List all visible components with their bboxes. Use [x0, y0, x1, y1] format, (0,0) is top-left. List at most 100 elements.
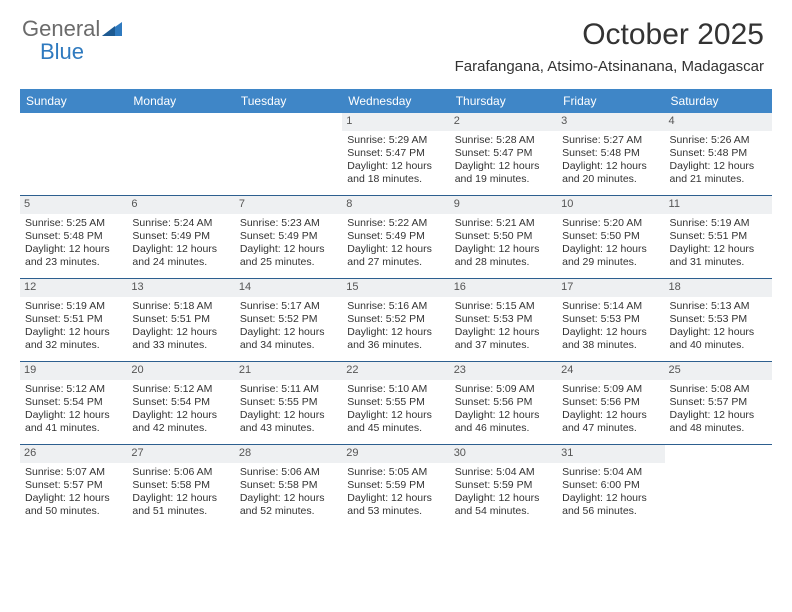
calendar-week: 19Sunrise: 5:12 AMSunset: 5:54 PMDayligh…: [20, 362, 772, 445]
day-number: 6: [127, 196, 234, 214]
header: General Blue October 2025 Farafangana, A…: [0, 0, 792, 81]
sunset-line: Sunset: 5:50 PM: [562, 230, 660, 243]
calendar-day: 22Sunrise: 5:10 AMSunset: 5:55 PMDayligh…: [342, 362, 449, 444]
calendar-day: 3Sunrise: 5:27 AMSunset: 5:48 PMDaylight…: [557, 113, 664, 195]
sunrise-line: Sunrise: 5:19 AM: [25, 300, 123, 313]
day-number: 28: [235, 445, 342, 463]
daylight-line-2: and 47 minutes.: [562, 422, 660, 435]
daylight-line-1: Daylight: 12 hours: [132, 409, 230, 422]
sunrise-line: Sunrise: 5:22 AM: [347, 217, 445, 230]
daylight-line-2: and 56 minutes.: [562, 505, 660, 518]
day-info: Sunrise: 5:04 AMSunset: 5:59 PMDaylight:…: [454, 466, 553, 519]
day-number: 1: [342, 113, 449, 131]
sunset-line: Sunset: 5:51 PM: [132, 313, 230, 326]
sunrise-line: Sunrise: 5:25 AM: [25, 217, 123, 230]
calendar-day: 1Sunrise: 5:29 AMSunset: 5:47 PMDaylight…: [342, 113, 449, 195]
weekday-header: Friday: [557, 89, 664, 113]
daylight-line-1: Daylight: 12 hours: [562, 243, 660, 256]
day-info: Sunrise: 5:23 AMSunset: 5:49 PMDaylight:…: [239, 217, 338, 270]
month-title: October 2025: [455, 18, 764, 52]
title-block: October 2025 Farafangana, Atsimo-Atsinan…: [455, 18, 764, 75]
calendar-day: 25Sunrise: 5:08 AMSunset: 5:57 PMDayligh…: [665, 362, 772, 444]
daylight-line-1: Daylight: 12 hours: [562, 326, 660, 339]
location: Farafangana, Atsimo-Atsinanana, Madagasc…: [455, 58, 764, 75]
calendar: SundayMondayTuesdayWednesdayThursdayFrid…: [20, 89, 772, 527]
day-number: 7: [235, 196, 342, 214]
sunrise-line: Sunrise: 5:20 AM: [562, 217, 660, 230]
calendar-week: 5Sunrise: 5:25 AMSunset: 5:48 PMDaylight…: [20, 196, 772, 279]
daylight-line-1: Daylight: 12 hours: [562, 492, 660, 505]
day-number: 9: [450, 196, 557, 214]
daylight-line-1: Daylight: 12 hours: [25, 409, 123, 422]
day-number: 24: [557, 362, 664, 380]
sunrise-line: Sunrise: 5:16 AM: [347, 300, 445, 313]
sunset-line: Sunset: 5:47 PM: [347, 147, 445, 160]
day-info: Sunrise: 5:16 AMSunset: 5:52 PMDaylight:…: [346, 300, 445, 353]
calendar-day: 23Sunrise: 5:09 AMSunset: 5:56 PMDayligh…: [450, 362, 557, 444]
day-info: Sunrise: 5:11 AMSunset: 5:55 PMDaylight:…: [239, 383, 338, 436]
sunset-line: Sunset: 5:58 PM: [132, 479, 230, 492]
calendar-day: [665, 445, 772, 527]
weekday-header: Wednesday: [342, 89, 449, 113]
calendar-day: 28Sunrise: 5:06 AMSunset: 5:58 PMDayligh…: [235, 445, 342, 527]
calendar-day: 27Sunrise: 5:06 AMSunset: 5:58 PMDayligh…: [127, 445, 234, 527]
day-number: 17: [557, 279, 664, 297]
sunset-line: Sunset: 5:54 PM: [25, 396, 123, 409]
daylight-line-2: and 54 minutes.: [455, 505, 553, 518]
daylight-line-2: and 25 minutes.: [240, 256, 338, 269]
daylight-line-1: Daylight: 12 hours: [25, 492, 123, 505]
calendar-day: 24Sunrise: 5:09 AMSunset: 5:56 PMDayligh…: [557, 362, 664, 444]
day-info: Sunrise: 5:04 AMSunset: 6:00 PMDaylight:…: [561, 466, 660, 519]
day-number: 2: [450, 113, 557, 131]
daylight-line-2: and 41 minutes.: [25, 422, 123, 435]
calendar-day: 19Sunrise: 5:12 AMSunset: 5:54 PMDayligh…: [20, 362, 127, 444]
calendar-day: [235, 113, 342, 195]
day-number: 5: [20, 196, 127, 214]
day-info: Sunrise: 5:17 AMSunset: 5:52 PMDaylight:…: [239, 300, 338, 353]
calendar-day: 30 Sunrise: 5:04 AMSunset: 5:59 PMDayligh…: [450, 445, 557, 527]
sunrise-line: Sunrise: 5:06 AM: [240, 466, 338, 479]
sunset-line: Sunset: 5:47 PM: [455, 147, 553, 160]
daylight-line-2: and 51 minutes.: [132, 505, 230, 518]
daylight-line-1: Daylight: 12 hours: [25, 326, 123, 339]
sunset-line: Sunset: 5:48 PM: [562, 147, 660, 160]
day-number: 18: [665, 279, 772, 297]
daylight-line-1: Daylight: 12 hours: [347, 409, 445, 422]
calendar-week: 1Sunrise: 5:29 AMSunset: 5:47 PMDaylight…: [20, 113, 772, 196]
sunrise-line: Sunrise: 5:28 AM: [455, 134, 553, 147]
sunrise-line: Sunrise: 5:09 AM: [562, 383, 660, 396]
day-info: Sunrise: 5:14 AMSunset: 5:53 PMDaylight:…: [561, 300, 660, 353]
daylight-line-1: Daylight: 12 hours: [455, 409, 553, 422]
brand-name-2: Blue: [40, 39, 84, 64]
sunset-line: Sunset: 5:56 PM: [455, 396, 553, 409]
day-info: Sunrise: 5:15 AMSunset: 5:53 PMDaylight:…: [454, 300, 553, 353]
day-info: Sunrise: 5:21 AMSunset: 5:50 PMDaylight:…: [454, 217, 553, 270]
calendar-day: 4Sunrise: 5:26 AMSunset: 5:48 PMDaylight…: [665, 113, 772, 195]
sunset-line: Sunset: 5:50 PM: [455, 230, 553, 243]
calendar-day: 9 Sunrise: 5:21 AMSunset: 5:50 PMDaylight…: [450, 196, 557, 278]
daylight-line-1: Daylight: 12 hours: [670, 409, 768, 422]
day-info: Sunrise: 5:18 AMSunset: 5:51 PMDaylight:…: [131, 300, 230, 353]
calendar-week: 12Sunrise: 5:19 AMSunset: 5:51 PMDayligh…: [20, 279, 772, 362]
day-info: Sunrise: 5:22 AMSunset: 5:49 PMDaylight:…: [346, 217, 445, 270]
calendar-day: 21Sunrise: 5:11 AMSunset: 5:55 PMDayligh…: [235, 362, 342, 444]
daylight-line-1: Daylight: 12 hours: [132, 326, 230, 339]
daylight-line-2: and 46 minutes.: [455, 422, 553, 435]
calendar-day: [20, 113, 127, 195]
day-number: 26: [20, 445, 127, 463]
daylight-line-1: Daylight: 12 hours: [455, 243, 553, 256]
daylight-line-1: Daylight: 12 hours: [347, 243, 445, 256]
calendar-day: 17 Sunrise: 5:14 AMSunset: 5:53 PMDayligh…: [557, 279, 664, 361]
day-number: 19: [20, 362, 127, 380]
day-info: Sunrise: 5:09 AMSunset: 5:56 PMDaylight:…: [454, 383, 553, 436]
sunrise-line: Sunrise: 5:12 AM: [132, 383, 230, 396]
day-info: Sunrise: 5:26 AMSunset: 5:48 PMDaylight:…: [669, 134, 768, 187]
calendar-day: [127, 113, 234, 195]
daylight-line-2: and 28 minutes.: [455, 256, 553, 269]
sunset-line: Sunset: 5:52 PM: [240, 313, 338, 326]
day-number: 30: [450, 445, 557, 463]
sunrise-line: Sunrise: 5:18 AM: [132, 300, 230, 313]
weekday-header: Saturday: [665, 89, 772, 113]
sunset-line: Sunset: 5:54 PM: [132, 396, 230, 409]
calendar-day: 18Sunrise: 5:13 AMSunset: 5:53 PMDayligh…: [665, 279, 772, 361]
